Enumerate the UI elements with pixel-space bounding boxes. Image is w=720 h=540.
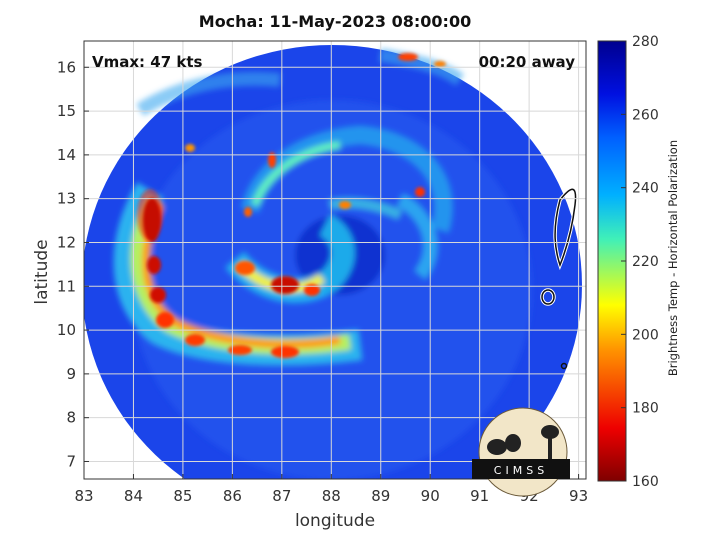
y-tick-label: 13: [57, 190, 76, 208]
colorbar-tick-label: 180: [632, 401, 659, 417]
y-tick-label: 11: [57, 277, 76, 295]
x-axis-label: longitude: [294, 511, 376, 531]
x-tick-label: 93: [569, 487, 588, 505]
chart-title: Mocha: 11-May-2023 08:00:00: [198, 12, 472, 31]
colorbar-tick-label: 220: [632, 254, 659, 270]
colorbar-tick-label: 280: [632, 34, 659, 50]
y-tick-label: 14: [57, 146, 76, 164]
y-tick-label: 7: [66, 452, 76, 470]
colorbar-ticks: 160 180 200 220 240 260 280: [621, 34, 659, 490]
x-tick-label: 86: [223, 487, 242, 505]
axes-frame: [83, 40, 587, 480]
logo-text: CIMSS: [494, 464, 548, 477]
y-tick-label: 15: [57, 102, 76, 120]
y-tick-label: 10: [57, 321, 76, 339]
x-tick-label: 91: [470, 487, 489, 505]
vmax-label: Vmax: 47 kts: [92, 53, 203, 71]
y-tick-label: 9: [66, 365, 76, 383]
x-tick-label: 90: [421, 487, 440, 505]
colorbar-tick-label: 160: [632, 474, 659, 490]
colorbar-tick-label: 260: [632, 107, 659, 123]
deep-convection-cells: [137, 53, 446, 358]
axis-ticks: 838485868788899091929378910111213141516: [57, 58, 588, 505]
cimss-logo: CIMSS: [472, 407, 570, 497]
y-tick-label: 8: [66, 409, 76, 427]
y-tick-label: 12: [57, 233, 76, 251]
y-axis-label: latitude: [32, 239, 52, 305]
x-tick-label: 84: [124, 487, 143, 505]
colorbar-tick-label: 240: [632, 181, 659, 197]
x-tick-label: 89: [371, 487, 390, 505]
y-tick-label: 16: [57, 58, 76, 76]
x-tick-label: 83: [74, 487, 93, 505]
colorbar-label: Brightness Temp - Horizontal Polarizatio…: [666, 139, 680, 377]
time-away-label: 00:20 away: [478, 53, 575, 71]
colorbar-tick-label: 200: [632, 327, 659, 343]
x-tick-label: 87: [272, 487, 291, 505]
x-tick-label: 85: [173, 487, 192, 505]
x-tick-label: 88: [322, 487, 341, 505]
